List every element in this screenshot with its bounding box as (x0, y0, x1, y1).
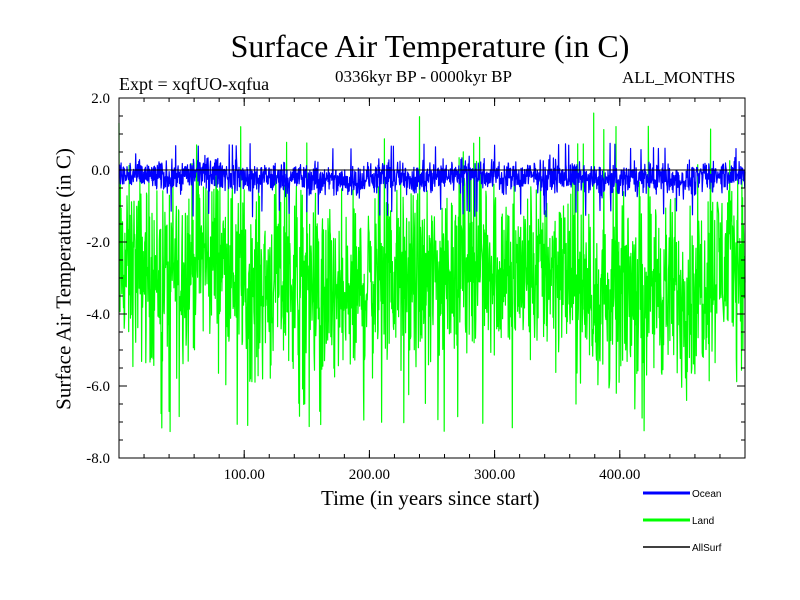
axes-layer: 2.0 0.0 -2.0 -4.0 -6.0 -8.0 100.00 200.00 300.00… (86, 91, 746, 483)
x-axis-label: Time (in years since start) (321, 486, 540, 510)
legend-label-ocean: Ocean (692, 489, 721, 500)
y-tick-label: -4.0 (86, 307, 110, 323)
y-tick-label: -6.0 (86, 379, 110, 395)
y-tick-label: 0.0 (91, 163, 110, 179)
legend-label-land: Land (692, 516, 714, 527)
x-tick-label: 300.00 (474, 467, 515, 483)
y-tick-label: -8.0 (86, 451, 110, 467)
chart-title: Surface Air Temperature (in C) (230, 28, 630, 64)
legend: Ocean Land AllSurf (643, 489, 722, 554)
y-tick-label: -2.0 (86, 235, 110, 251)
x-tick-label: 400.00 (599, 467, 640, 483)
x-tick-label: 200.00 (349, 467, 390, 483)
period-label: 0336kyr BP - 0000kyr BP (335, 67, 512, 86)
y-tick-label: 2.0 (91, 91, 110, 107)
legend-label-allsurf: AllSurf (692, 543, 722, 554)
months-label: ALL_MONTHS (622, 68, 736, 87)
series-line-ocean (118, 142, 746, 218)
series-line-land (118, 112, 746, 433)
experiment-label: Expt = xqfUO-xqfua (119, 74, 270, 94)
x-tick-label: 100.00 (224, 467, 265, 483)
series-layer (118, 112, 746, 433)
